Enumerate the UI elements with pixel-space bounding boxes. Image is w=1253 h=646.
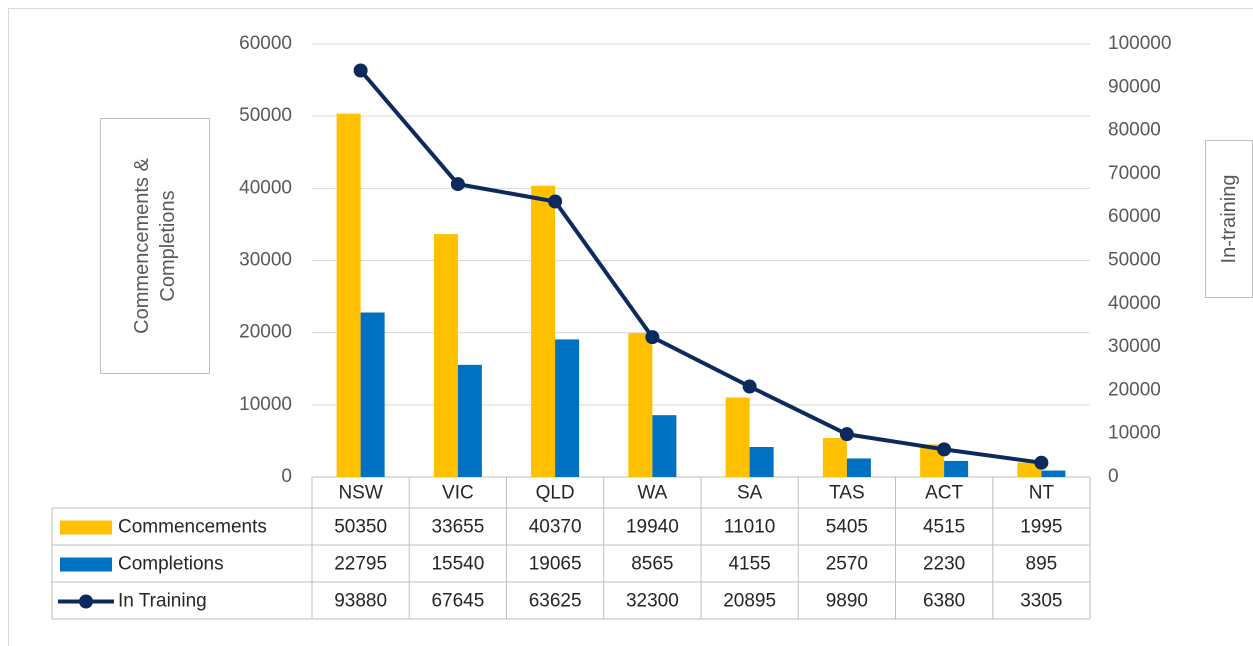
- bar: [555, 339, 580, 477]
- table-value: 19940: [626, 517, 679, 538]
- legend-label: Commencements: [118, 517, 267, 538]
- table-value: 11010: [724, 517, 775, 538]
- line-marker: [645, 330, 660, 345]
- y-tick-label: 30000: [239, 250, 292, 271]
- table-value: 4515: [923, 517, 965, 538]
- y2-tick-label: 90000: [1108, 76, 1161, 97]
- x-tick-label: VIC: [442, 483, 474, 504]
- table-value: 9890: [826, 591, 868, 612]
- y-tick-label: 60000: [239, 33, 292, 54]
- bar: [822, 437, 847, 477]
- y2-tick-label: 30000: [1108, 336, 1161, 357]
- table-value: 2570: [826, 554, 868, 575]
- legend-swatch: [60, 557, 112, 572]
- bar: [1041, 470, 1066, 477]
- bar: [531, 185, 556, 478]
- y2-axis-title: In-training: [1205, 140, 1253, 298]
- x-tick-label: NSW: [338, 483, 382, 504]
- y2-tick-label: 50000: [1108, 250, 1161, 271]
- bar: [749, 447, 774, 477]
- table-value: 8565: [631, 554, 673, 575]
- y2-tick-label: 40000: [1108, 293, 1161, 314]
- line-marker: [353, 63, 368, 78]
- line-marker: [937, 442, 952, 457]
- table-value: 19065: [529, 554, 582, 575]
- line-marker: [1034, 455, 1049, 470]
- x-tick-label: QLD: [536, 483, 575, 504]
- table-value: 40370: [529, 517, 582, 538]
- x-tick-label: TAS: [829, 483, 865, 504]
- line-marker: [742, 379, 757, 394]
- bar: [846, 458, 871, 477]
- table-value: 6380: [923, 591, 965, 612]
- x-tick-label: SA: [737, 483, 763, 504]
- legend-swatch: [60, 520, 112, 535]
- legend-label: In Training: [118, 591, 207, 612]
- line-marker: [839, 427, 854, 442]
- bar: [628, 333, 653, 477]
- bar: [457, 364, 482, 477]
- y-tick-label: 50000: [239, 105, 292, 126]
- table-value: 15540: [431, 554, 484, 575]
- table-value: 3305: [1020, 591, 1062, 612]
- table-value: 33655: [431, 517, 484, 538]
- table-value: 50350: [334, 517, 387, 538]
- table-value: 2230: [923, 554, 965, 575]
- y-axis-title: Commencements & Completions: [100, 118, 210, 374]
- table-value: 895: [1026, 554, 1058, 575]
- y-tick-label: 10000: [239, 394, 292, 415]
- bar: [944, 460, 969, 477]
- bar: [336, 113, 361, 477]
- legend-label: Completions: [118, 554, 224, 575]
- y-tick-label: 40000: [239, 177, 292, 198]
- bar: [433, 234, 458, 477]
- y2-tick-label: 100000: [1108, 33, 1171, 54]
- table-value: 67645: [431, 591, 484, 612]
- table-value: 63625: [529, 591, 582, 612]
- table-value: 93880: [334, 591, 387, 612]
- chart-frame: [8, 8, 1253, 646]
- bar: [652, 415, 677, 477]
- x-tick-label: WA: [637, 483, 667, 504]
- y2-tick-label: 20000: [1108, 379, 1161, 400]
- table-value: 5405: [826, 517, 868, 538]
- x-tick-label: ACT: [925, 483, 963, 504]
- line-marker: [548, 194, 563, 209]
- y2-tick-label: 80000: [1108, 120, 1161, 141]
- legend-marker: [79, 594, 93, 609]
- line: [359, 69, 1042, 465]
- bar: [725, 397, 750, 477]
- x-tick-label: NT: [1029, 483, 1055, 504]
- y2-tick-label: 60000: [1108, 206, 1161, 227]
- y2-tick-label: 0: [1108, 466, 1119, 487]
- table-value: 20895: [723, 591, 776, 612]
- line-marker: [450, 177, 465, 192]
- y-tick-label: 20000: [239, 322, 292, 343]
- y2-tick-label: 10000: [1108, 423, 1161, 444]
- table-value: 22795: [334, 554, 387, 575]
- bar: [360, 312, 385, 477]
- table-value: 1995: [1020, 517, 1062, 538]
- table-value: 32300: [626, 591, 679, 612]
- table-value: 4155: [728, 554, 770, 575]
- y2-tick-label: 70000: [1108, 163, 1161, 184]
- y-tick-label: 0: [281, 466, 292, 487]
